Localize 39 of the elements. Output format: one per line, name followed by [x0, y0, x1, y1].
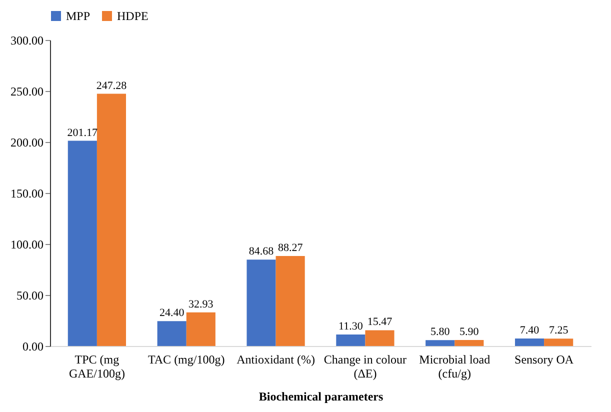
x-tick-label: Sensory OA	[514, 352, 574, 366]
y-tick-label: 50.00	[16, 288, 44, 302]
data-label: 247.28	[96, 80, 128, 92]
y-tick-label: 0.00	[22, 340, 44, 354]
x-tick-label: TAC (mg/100g)	[148, 352, 225, 366]
bar	[365, 330, 394, 346]
x-axis-title: Biochemical parameters	[258, 390, 384, 404]
x-tick-label: Antioxidant (%)	[236, 352, 315, 366]
y-tick-label: 200.00	[10, 136, 44, 150]
legend-label: MPP	[66, 9, 90, 23]
x-tick-label: Microbial load (cfu/g)	[419, 352, 490, 380]
bar	[544, 338, 574, 346]
data-label: 7.40	[520, 324, 540, 336]
x-tick-label: TPC (mg GAE/100g)	[68, 352, 125, 380]
bar	[96, 94, 126, 346]
legend-label: HDPE	[117, 9, 148, 23]
x-tick-label: Change in colour (ΔE)	[324, 352, 407, 380]
bar	[336, 334, 366, 346]
data-label: 24.40	[159, 307, 185, 320]
bar	[426, 340, 455, 346]
y-tick-label: 300.00	[10, 34, 44, 48]
data-label: 88.27	[278, 242, 304, 254]
bar	[68, 140, 97, 346]
y-tick-label: 250.00	[10, 84, 44, 98]
bar	[186, 312, 216, 346]
data-label: 7.25	[548, 324, 569, 337]
bar	[157, 321, 186, 346]
bar	[454, 340, 484, 346]
data-label: 15.47	[367, 316, 393, 328]
data-label: 5.90	[460, 326, 480, 338]
y-tick-label: 150.00	[10, 186, 44, 200]
data-label: 11.30	[338, 320, 364, 332]
y-tick-label: 100.00	[10, 238, 44, 252]
bar	[514, 338, 544, 346]
bar	[276, 256, 305, 346]
data-label: 32.93	[188, 298, 214, 310]
bar	[246, 260, 276, 346]
data-label: 84.68	[248, 246, 274, 258]
data-label: 5.80	[430, 326, 450, 338]
